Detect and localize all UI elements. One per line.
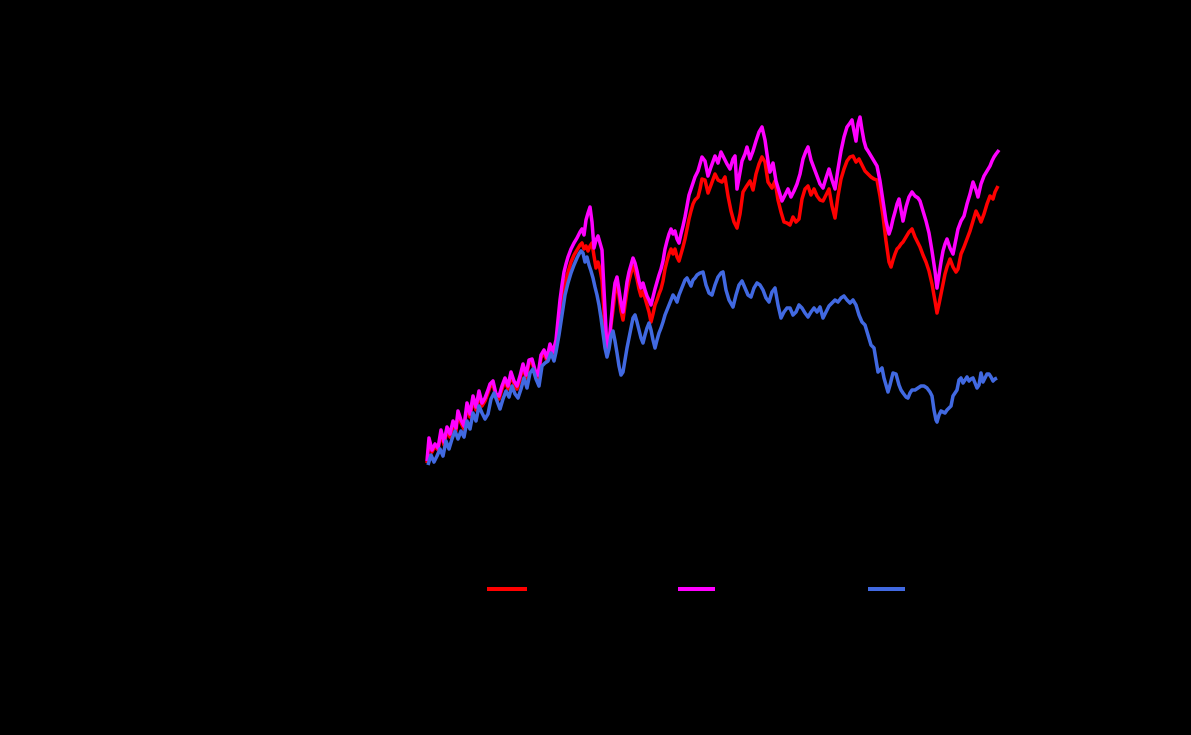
series-magenta-line [425, 115, 1001, 462]
series-blue-line [426, 249, 998, 466]
series-red-line [425, 154, 1000, 464]
